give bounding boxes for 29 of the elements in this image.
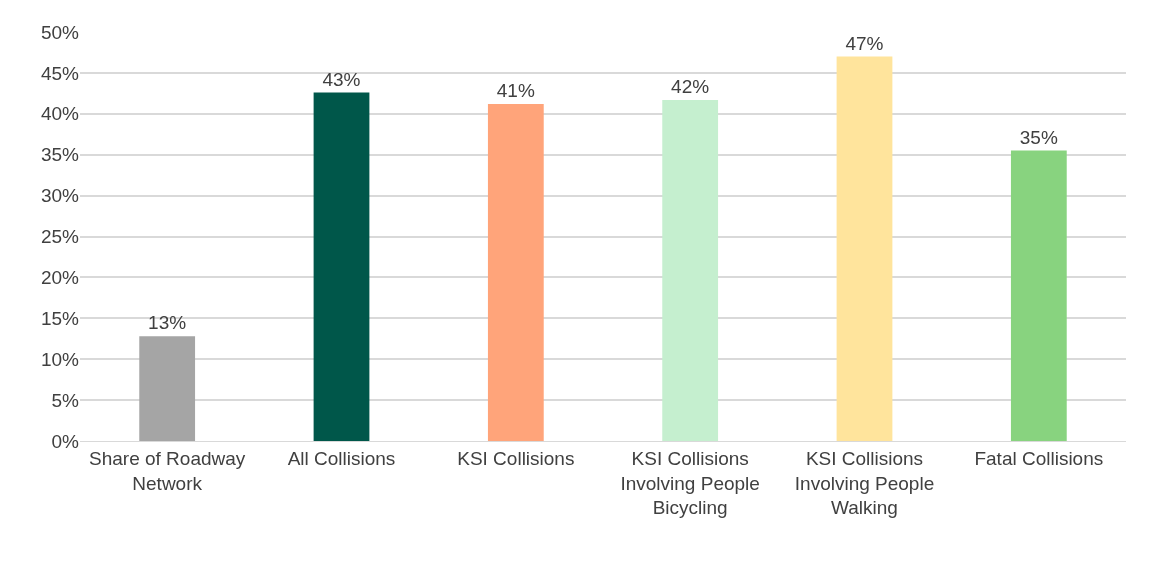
x-tick-label: All Collisions (287, 447, 396, 469)
data-label: 43% (322, 68, 361, 90)
bar (1010, 150, 1067, 441)
y-tick-label: 15% (40, 307, 80, 329)
x-tick-label: KSI Collisions Involving People Bicycling (620, 447, 760, 519)
y-tick-label: 30% (40, 185, 80, 207)
data-label: 41% (496, 79, 535, 101)
x-tick-label: Fatal Collisions (974, 447, 1104, 469)
data-label: 42% (671, 75, 710, 97)
bar (662, 99, 719, 441)
bar (313, 92, 370, 441)
y-tick-label: 10% (40, 348, 80, 370)
x-tick-label: KSI Collisions Involving People Walking (794, 447, 935, 519)
data-label: 13% (148, 312, 187, 334)
data-label: 35% (1019, 126, 1058, 148)
y-tick-label: 50% (40, 21, 80, 43)
y-tick-label: 35% (40, 144, 80, 166)
y-tick-label: 25% (40, 226, 80, 248)
bar (487, 103, 544, 441)
data-label: 47% (845, 32, 884, 54)
y-tick-label: 5% (51, 389, 80, 411)
bar (139, 336, 196, 441)
y-tick-label: 0% (51, 430, 80, 452)
y-tick-label: 20% (40, 267, 80, 289)
y-tick-label: 45% (40, 62, 80, 84)
y-tick-label: 40% (40, 103, 80, 125)
bar (836, 56, 893, 441)
x-tick-label: Share of Roadway Network (89, 447, 246, 494)
x-tick-label: KSI Collisions (457, 447, 575, 469)
